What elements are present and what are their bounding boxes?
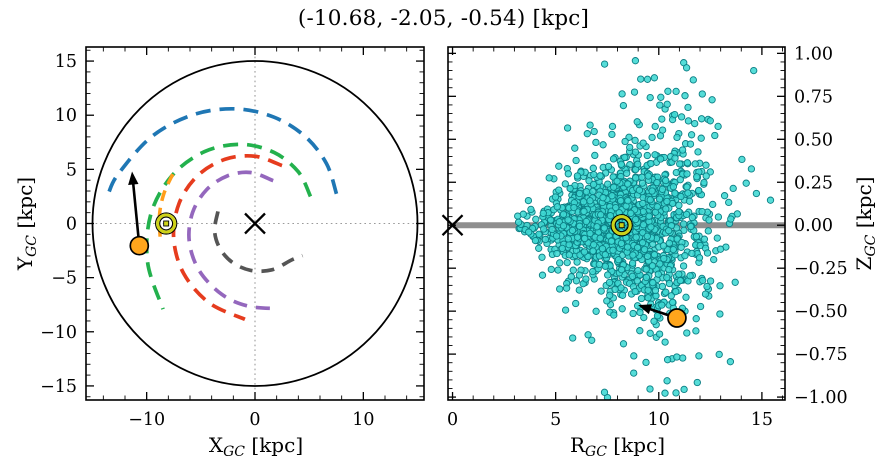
scatter-points: [514, 57, 775, 400]
galactocentric-rz-map: 0 5 10 15 1.00 0.75 0.50 0.25 0.00 −0.25 −0.50 −0.7…: [441, 44, 879, 460]
figure-title: (-10.68, -2.05, -0.54) [kpc]: [297, 6, 590, 31]
y-tick-label: 1.00: [794, 44, 833, 64]
y-tick-label: −0.75: [794, 345, 848, 365]
galactic-center-marker: [244, 212, 266, 235]
y-tick-label: −10: [40, 323, 77, 343]
spiral-arm-purple: [187, 170, 277, 311]
y-tick-label: 0.50: [794, 130, 833, 150]
y-tick-label: 0.75: [794, 87, 833, 107]
x-tick-label: 5: [550, 410, 561, 430]
y-tick-label: 15: [55, 52, 77, 72]
x-tick-label: 0: [249, 410, 260, 430]
y-tick-label: −0.25: [794, 259, 848, 279]
velocity-arrow: [128, 171, 141, 246]
axes-frame: −10 0 10 15 10 5 0 −5 −10 −15: [40, 46, 425, 430]
y-tick-label: −5: [51, 269, 77, 289]
y-tick-label: 10: [55, 106, 77, 126]
sun-marker: [155, 212, 178, 235]
spiral-arm-red: [171, 153, 283, 322]
spiral-arm-inner-gray: [212, 211, 304, 274]
x-tick-label: 10: [352, 410, 374, 430]
y-tick-label: 5: [66, 160, 77, 180]
x-tick-label: 0: [447, 410, 458, 430]
target-star-marker: [667, 308, 687, 328]
y-axis-label: ZGC [kpc]: [852, 177, 879, 271]
axes-frame: 0 5 10 15 1.00 0.75 0.50 0.25 0.00 −0.25 −0.50 −0.7…: [447, 44, 848, 430]
y-tick-label: 0: [66, 215, 77, 235]
y-tick-label: −15: [40, 377, 77, 397]
x-tick-label: −10: [128, 410, 165, 430]
y-tick-label: 0.25: [794, 173, 833, 193]
spiral-arm-outer-blue: [107, 106, 339, 195]
sun-marker: [610, 214, 633, 237]
y-tick-label: 0.00: [794, 216, 833, 236]
y-tick-label: −0.50: [794, 302, 848, 322]
x-axis-label: XGC [kpc]: [209, 433, 303, 460]
y-tick-label: −1.00: [794, 388, 848, 408]
galactocentric-xy-map: −10 0 10 15 10 5 0 −5 −10 −15 XGC [kpc] YGC [kpc]: [13, 46, 425, 460]
x-axis-label: RGC [kpc]: [570, 433, 665, 460]
x-tick-label: 15: [751, 410, 773, 430]
target-star-marker: [129, 235, 150, 256]
x-tick-label: 10: [648, 410, 670, 430]
y-axis-label: YGC [kpc]: [13, 177, 40, 271]
